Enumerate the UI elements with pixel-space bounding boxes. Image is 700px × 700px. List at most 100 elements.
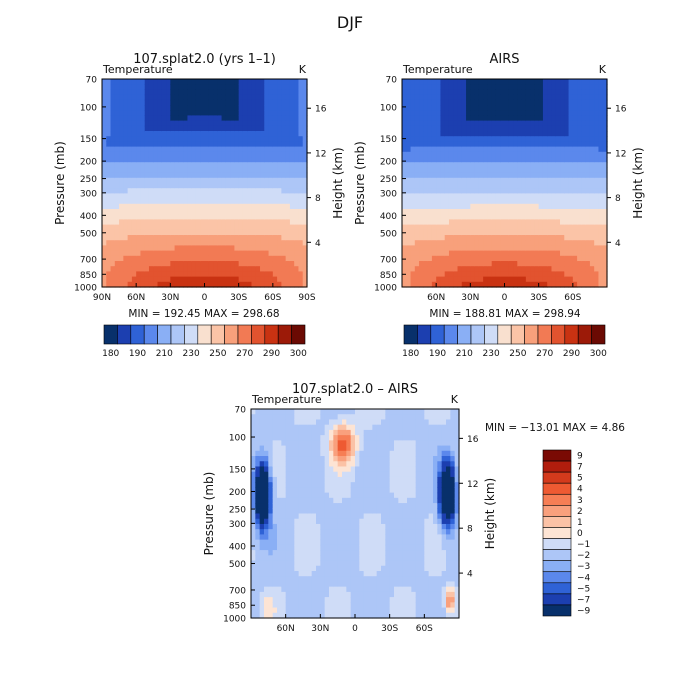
model-panel-cell xyxy=(114,209,120,215)
model-panel-cell xyxy=(119,235,124,241)
obs-panel-cell xyxy=(521,209,527,215)
diff-panel-cell xyxy=(307,602,313,609)
model-panel-cell xyxy=(153,136,159,142)
obs-panel-cell xyxy=(410,125,416,132)
diff-panel-cell xyxy=(277,586,282,593)
diff-panel-cell xyxy=(316,435,321,441)
diff-panel-cell xyxy=(324,424,330,431)
obs-panel-cell xyxy=(577,146,582,153)
obs-panel-cell xyxy=(410,167,416,174)
diff-panel-cell xyxy=(277,612,282,619)
obs-panel-cell xyxy=(577,157,582,163)
obs-panel-cell xyxy=(547,167,553,174)
model-panel-cell xyxy=(178,177,184,184)
obs-panel-cell xyxy=(436,203,442,210)
model-panel-cell xyxy=(131,151,137,158)
model-panel-cell xyxy=(225,177,231,184)
obs-panel-cell xyxy=(530,203,535,210)
obs-panel-cell xyxy=(478,235,484,241)
obs-panel-cell xyxy=(419,255,424,262)
model-panel-cell xyxy=(153,183,159,189)
diff-panel-cell xyxy=(316,570,321,577)
diff-panel-cell xyxy=(290,508,295,515)
obs-panel-cell xyxy=(457,141,463,148)
obs-panel-cell xyxy=(444,110,450,116)
obs-panel-cell xyxy=(577,183,582,189)
model-panel-cell xyxy=(102,167,107,174)
obs-panel-cell xyxy=(534,167,540,174)
model-panel-cell xyxy=(183,110,189,116)
model-panel-cell xyxy=(174,162,180,168)
obs-panel-cell xyxy=(466,136,471,142)
obs-panel-cell xyxy=(402,219,407,226)
model-panel-cell xyxy=(234,99,240,106)
obs-panel-cell xyxy=(470,266,476,272)
diff-panel-cell xyxy=(307,450,313,457)
diff-panel-cell xyxy=(303,414,308,421)
model-panel-cell xyxy=(294,115,300,122)
model-panel-cell xyxy=(242,203,248,210)
model-panel-cell xyxy=(302,245,308,252)
obs-panel-cell xyxy=(585,125,591,132)
obs-panel-cell xyxy=(423,136,429,142)
obs-panel-cell xyxy=(602,151,608,158)
model-panel-cell xyxy=(264,79,270,85)
model-panel-cell xyxy=(136,198,142,205)
obs-panel-cell xyxy=(470,224,476,231)
obs-panel-cell xyxy=(517,219,523,226)
obs-panel-cell xyxy=(581,245,587,252)
obs-panel-cell xyxy=(419,79,424,85)
model-panel-cell xyxy=(281,214,287,220)
obs-panel-cell xyxy=(542,266,548,272)
obs-panel-cell xyxy=(461,94,467,101)
diff-panel-cell xyxy=(277,591,282,598)
diff-panel-cell xyxy=(320,482,326,488)
obs-panel-cell xyxy=(555,172,561,179)
obs-panel-cell xyxy=(440,79,446,85)
model-panel-cell xyxy=(281,198,287,205)
diff-panel-cell xyxy=(355,581,360,588)
obs-panel-cell xyxy=(602,209,608,215)
obs-panel-cell xyxy=(530,281,535,288)
obs-panel-cell xyxy=(453,183,459,189)
model-panel-cell xyxy=(131,94,137,101)
model-panel-cell xyxy=(281,281,287,288)
obs-panel-cell xyxy=(444,162,450,168)
model-panel-cell xyxy=(102,131,107,137)
obs-panel-cell xyxy=(402,198,407,205)
obs-panel-cell xyxy=(517,84,523,90)
obs-panel-cell xyxy=(598,120,604,127)
diff-panel-cell xyxy=(320,461,326,468)
model-panel-cell xyxy=(170,193,176,200)
model-panel-cell xyxy=(166,198,171,205)
obs-panel-cell xyxy=(551,261,557,267)
obs-panel-cell xyxy=(547,157,553,163)
model-panel-cell xyxy=(131,157,137,163)
obs-panel-cell xyxy=(504,94,510,101)
obs-panel-cell xyxy=(525,224,531,231)
model-panel-cell xyxy=(148,235,154,241)
model-panel-cell xyxy=(217,105,223,111)
obs-panel-cell xyxy=(474,177,480,184)
model-colorbar-label: 230 xyxy=(183,349,200,359)
model-panel-cell xyxy=(298,131,304,137)
model-panel-cell xyxy=(225,167,231,174)
obs-panel-cell xyxy=(568,141,574,148)
obs-panel-cell xyxy=(530,94,535,101)
model-panel-cell xyxy=(191,115,197,122)
diff-panel-cell xyxy=(290,424,295,431)
obs-panel-cell xyxy=(410,162,416,168)
diff-panel-cell xyxy=(311,607,317,614)
model-panel-cell xyxy=(140,167,146,174)
model-panel-cell xyxy=(268,120,274,127)
obs-panel-cell xyxy=(585,209,591,215)
obs-panel-cell xyxy=(521,115,527,122)
diff-panel-cell xyxy=(281,565,287,572)
model-panel-cell xyxy=(123,151,129,158)
obs-panel-cell xyxy=(406,276,412,283)
obs-panel-cell xyxy=(423,281,429,288)
obs-panel-cell xyxy=(414,229,420,236)
model-panel-cell xyxy=(208,250,214,257)
model-panel-cell xyxy=(213,224,218,231)
